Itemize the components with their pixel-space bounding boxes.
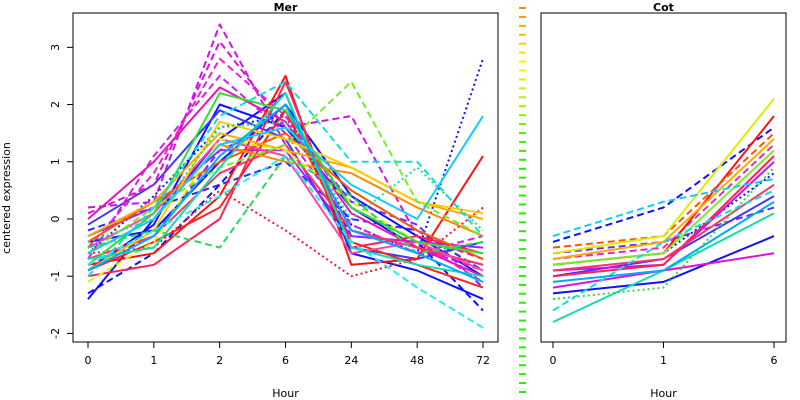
series-line [552,155,775,278]
series-line [87,57,484,283]
xlabel-cot: Hour [650,387,677,400]
title-mer: Mer [274,1,298,14]
x-tick-label: 24 [344,354,358,367]
x-tick-label: 72 [476,354,490,367]
x-tick-label: 0 [85,354,92,367]
series-line [552,149,775,266]
series-line [552,138,775,260]
ylabel-mer: centered expression [0,142,13,254]
series-line [552,126,775,243]
y-tick-label: 1 [49,158,62,165]
series-line [87,115,484,255]
series-line [87,137,484,283]
x-tick-label: 48 [410,354,424,367]
axes-cot: 0 1 6 [550,342,778,367]
x-tick-label: 1 [660,354,667,367]
series-line [552,200,775,283]
series-line [87,155,484,329]
color-legend-strip [519,7,526,393]
xlabel-mer: Hour [272,387,299,400]
series-line [87,80,484,278]
series-line [87,92,484,266]
series-group-mer [87,23,484,329]
axes-mer: 0 1 2 6 24 48 72 -2 -1 0 1 2 3 [49,44,490,367]
series-line [87,74,484,266]
y-tick-label: 0 [49,215,62,222]
plot-frame-mer [72,12,499,343]
y-tick-label: -2 [49,328,62,339]
y-tick-label: 2 [49,101,62,108]
series-line [552,177,775,238]
panel-cot: Cot Hour 0 1 6 [540,1,787,400]
series-line [87,80,484,255]
x-tick-label: 2 [216,354,223,367]
x-tick-label: 6 [282,354,289,367]
series-line [552,166,775,301]
x-tick-label: 0 [550,354,557,367]
series-line [552,98,775,255]
series-line [552,189,775,312]
title-cot: Cot [653,1,674,14]
x-tick-label: 1 [150,354,157,367]
series-line [552,183,775,272]
series-line [87,80,484,277]
y-tick-label: 3 [49,44,62,51]
series-line [552,235,775,295]
series-line [87,103,484,283]
series-group-cot [552,98,775,323]
panel-mer: Mer Hour centered expression 0 1 2 6 24 48 72 -… [0,1,499,400]
series-line [87,92,484,278]
x-tick-label: 6 [771,354,778,367]
y-tick-label: -1 [49,271,62,282]
plot-frame-cot [540,12,787,343]
series-line [552,143,775,260]
